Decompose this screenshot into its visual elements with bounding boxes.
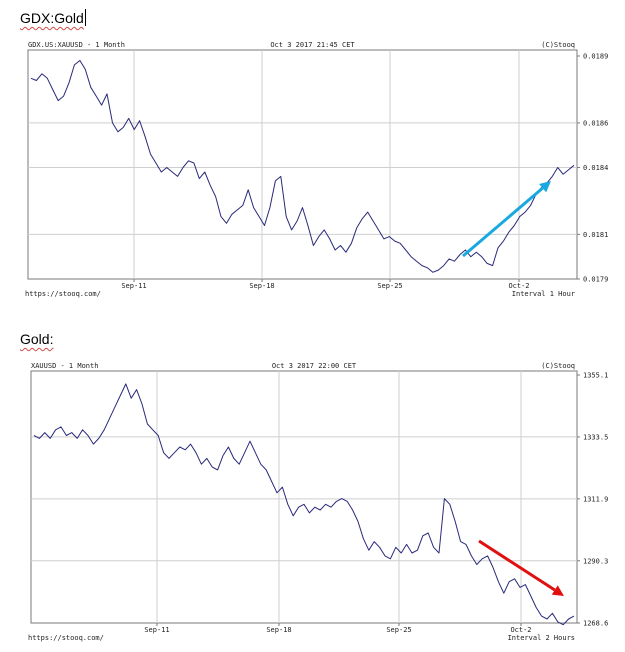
x-tick-label: Sep-18 — [249, 282, 274, 290]
y-tick-label: 1355.1 — [583, 372, 608, 380]
price-line — [33, 383, 575, 626]
y-tick-label: 0.0189 — [583, 53, 608, 61]
plot-frame — [30, 370, 578, 624]
footer-interval: Interval 1 Hour — [512, 290, 575, 298]
x-tick-label: Sep-11 — [144, 626, 169, 634]
header-right: (C)Stooq — [541, 41, 575, 49]
header-center: Oct 3 2017 21:45 CET — [270, 41, 355, 49]
blue-up-arrow — [462, 181, 551, 258]
x-tick-label: Sep-11 — [121, 282, 146, 290]
chart-caption-gdx-gold: GDX:Gold — [20, 9, 86, 26]
footer-source: https://stooq.com/ — [25, 290, 101, 298]
red-down-arrow — [478, 539, 564, 596]
y-tick-label: 0.0186 — [583, 119, 608, 127]
footer-interval: Interval 2 Hours — [508, 634, 575, 642]
x-tick-label: Oct-2 — [510, 626, 531, 634]
price-line — [30, 60, 575, 273]
y-tick-label: 0.0179 — [583, 276, 608, 284]
text-cursor — [84, 9, 86, 26]
plot-frame — [27, 49, 578, 280]
y-tick-label: 1290.3 — [583, 557, 608, 565]
header-right: (C)Stooq — [541, 362, 575, 370]
y-tick-label: 1333.5 — [583, 433, 608, 441]
y-tick-label: 1268.6 — [583, 620, 608, 628]
header-left: GDX.US:XAUUSD - 1 Month — [28, 41, 125, 49]
y-tick-label: 1311.9 — [583, 495, 608, 503]
footer-source: https://stooq.com/ — [28, 634, 104, 642]
x-tick-label: Sep-25 — [386, 626, 411, 634]
chart-caption-gold: Gold: — [20, 331, 54, 347]
x-tick-label: Sep-18 — [266, 626, 291, 634]
y-tick-label: 0.0184 — [583, 164, 608, 172]
header-left: XAUUSD - 1 Month — [31, 362, 98, 370]
x-tick-label: Sep-25 — [377, 282, 402, 290]
x-tick-label: Oct-2 — [508, 282, 529, 290]
y-tick-label: 0.0181 — [583, 231, 608, 239]
gdx-gold-ratio-chart: GDX.US:XAUUSD - 1 Month Oct 3 2017 21:45 … — [25, 41, 608, 298]
header-center: Oct 3 2017 22:00 CET — [272, 362, 357, 370]
gold-price-chart: XAUUSD - 1 Month Oct 3 2017 22:00 CET (C)S… — [28, 362, 608, 642]
